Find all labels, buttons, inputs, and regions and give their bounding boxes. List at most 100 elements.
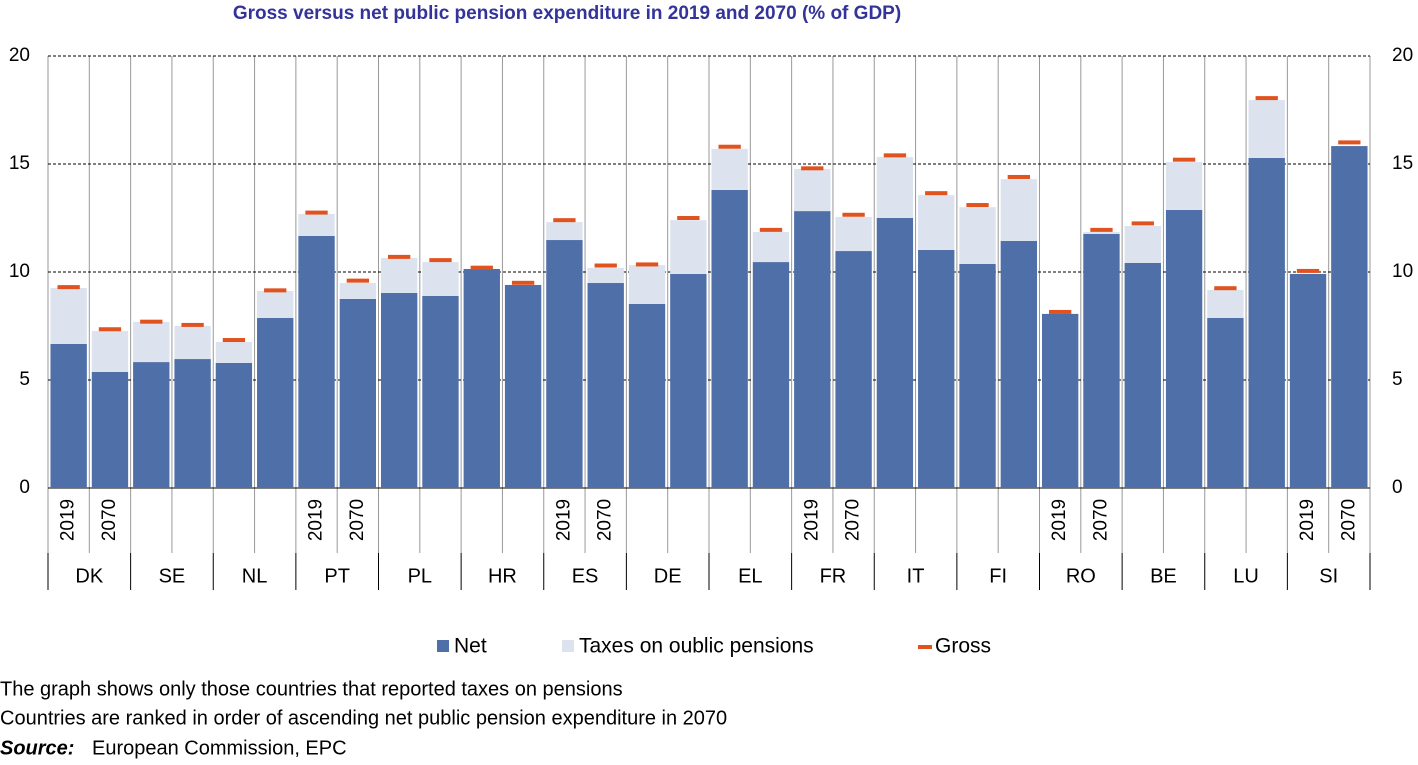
legend-label: Net bbox=[454, 635, 487, 658]
gross-marker bbox=[429, 258, 452, 263]
bar-segment bbox=[794, 211, 831, 488]
bar-segment bbox=[133, 321, 170, 363]
bar-segment bbox=[298, 213, 335, 236]
gross-marker bbox=[594, 263, 617, 268]
gross-marker bbox=[801, 166, 824, 171]
gross-marker bbox=[677, 216, 700, 220]
gross-marker bbox=[966, 203, 989, 208]
bar-segment bbox=[711, 148, 748, 190]
bar-segment bbox=[422, 295, 459, 488]
group-label: IT bbox=[907, 565, 925, 587]
bar-segment bbox=[257, 318, 294, 488]
bar-segment bbox=[918, 195, 955, 250]
group-label: DE bbox=[654, 565, 682, 587]
gross-marker bbox=[1214, 286, 1237, 291]
group-label: PL bbox=[408, 565, 432, 587]
bar-segment bbox=[959, 264, 996, 488]
y-tick-label: 20 bbox=[9, 45, 30, 66]
group-label: DK bbox=[75, 565, 103, 587]
gross-marker bbox=[1049, 309, 1072, 314]
x-tick-label: 2070 bbox=[1338, 499, 1359, 541]
bar-segment bbox=[339, 283, 377, 299]
bar-segment bbox=[835, 251, 872, 488]
bar-segment bbox=[711, 189, 748, 489]
bar-segment bbox=[670, 273, 707, 488]
bar-segment bbox=[835, 216, 872, 252]
bar-segment bbox=[50, 287, 87, 344]
chart-title: Gross versus net public pension expendit… bbox=[233, 3, 901, 24]
bar-segment bbox=[876, 157, 914, 218]
gross-marker bbox=[98, 327, 122, 332]
bar-segment bbox=[1124, 262, 1161, 488]
bar-segment bbox=[1289, 273, 1327, 488]
bar-segment bbox=[215, 341, 253, 363]
gross-marker bbox=[305, 210, 328, 215]
bar-segment bbox=[670, 220, 707, 274]
bar-segment bbox=[174, 359, 211, 488]
legend-label: Gross bbox=[935, 635, 991, 658]
source-text: European Commission, EPC bbox=[92, 737, 347, 759]
bar-segment bbox=[463, 268, 500, 488]
gross-marker bbox=[883, 153, 907, 158]
x-tick-label: 2019 bbox=[1297, 499, 1318, 541]
gross-marker bbox=[511, 280, 535, 285]
bar-segment bbox=[918, 249, 955, 488]
y2-tick-label: 15 bbox=[1392, 153, 1413, 174]
gross-marker bbox=[222, 338, 246, 343]
bar-segment bbox=[1331, 146, 1368, 488]
bar-segment bbox=[794, 168, 831, 212]
group-label: NL bbox=[242, 565, 268, 587]
gross-marker bbox=[553, 218, 576, 223]
x-tick-label: 2019 bbox=[1049, 499, 1070, 541]
group-label: SI bbox=[1319, 565, 1338, 587]
bar-segment bbox=[1041, 313, 1079, 488]
bar-segment bbox=[1083, 232, 1120, 234]
bar-segment bbox=[546, 240, 583, 488]
bar-segment bbox=[752, 232, 790, 263]
note: Countries are ranked in order of ascendi… bbox=[0, 707, 727, 729]
group-label: FI bbox=[989, 565, 1007, 587]
group-label: RO bbox=[1066, 565, 1096, 587]
x-tick-label: 2070 bbox=[595, 499, 616, 541]
y-tick-label: 10 bbox=[9, 261, 30, 282]
gross-marker bbox=[181, 322, 204, 327]
gross-marker bbox=[842, 212, 865, 217]
bar-segment bbox=[1000, 179, 1038, 241]
gross-marker bbox=[718, 144, 741, 149]
x-tick-label: 2070 bbox=[1090, 499, 1111, 541]
x-tick-label: 2019 bbox=[306, 499, 327, 541]
x-tick-label: 2070 bbox=[99, 499, 120, 541]
gross-marker bbox=[1338, 140, 1361, 145]
y2-tick-label: 5 bbox=[1392, 369, 1403, 390]
x-tick-label: 2019 bbox=[58, 499, 79, 541]
bar-segment bbox=[133, 362, 170, 488]
gross-marker bbox=[925, 191, 948, 196]
bar-segment bbox=[50, 343, 87, 488]
group-label: BE bbox=[1150, 565, 1177, 587]
gross-marker bbox=[1296, 268, 1320, 273]
y-tick-label: 5 bbox=[19, 369, 30, 390]
x-tick-label: 2070 bbox=[347, 499, 368, 541]
legend-label: Taxes on oublic pensions bbox=[579, 635, 814, 658]
group-label: LU bbox=[1233, 565, 1259, 587]
x-tick-label: 2070 bbox=[843, 499, 864, 541]
bar-segment bbox=[1207, 318, 1244, 488]
bar-segment bbox=[339, 299, 377, 488]
bar-segment bbox=[380, 292, 418, 488]
bar-segment bbox=[1000, 240, 1038, 488]
bar-segment bbox=[1165, 210, 1203, 488]
legend-swatch bbox=[562, 640, 574, 652]
bar-segment bbox=[959, 207, 996, 265]
bar-segment bbox=[1248, 157, 1285, 488]
bar-segment bbox=[752, 262, 790, 488]
bar-segment bbox=[1207, 289, 1244, 319]
group-label: EL bbox=[738, 565, 762, 587]
bar-segment bbox=[380, 257, 418, 293]
bar-segment bbox=[504, 284, 542, 488]
gross-marker bbox=[1255, 96, 1278, 101]
gross-marker bbox=[635, 262, 659, 267]
bar-segment bbox=[1165, 162, 1203, 211]
gross-marker bbox=[264, 288, 287, 293]
gross-marker bbox=[1090, 227, 1113, 232]
